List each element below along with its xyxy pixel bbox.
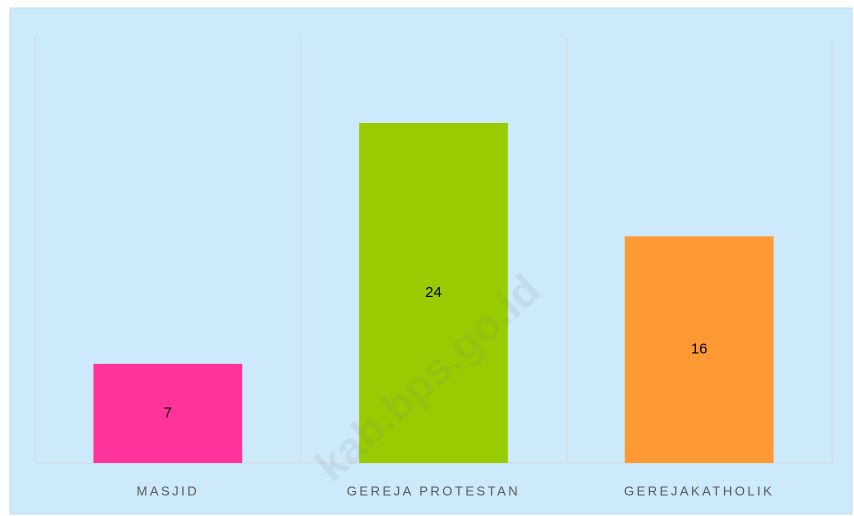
x-tick-label: MASJID: [136, 483, 199, 498]
bar: [93, 363, 243, 463]
data-label: 7: [164, 404, 172, 421]
x-tick-label: GEREJA PROTESTAN: [347, 483, 520, 498]
bar: [624, 236, 774, 463]
data-label: 24: [425, 284, 442, 301]
bar: [359, 123, 508, 463]
x-tick-label: GEREJAKATHOLIK: [624, 483, 774, 498]
data-label: 16: [691, 341, 708, 358]
